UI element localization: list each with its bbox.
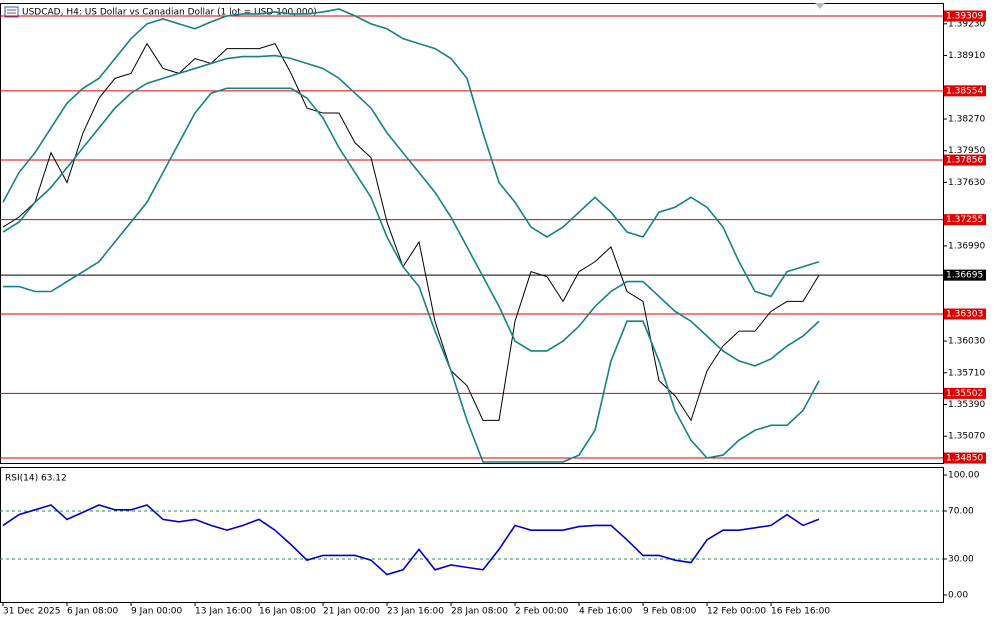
level-label: 1.38554 [946, 86, 983, 96]
level-label-box [944, 308, 986, 320]
level-label: 1.37255 [946, 215, 983, 225]
x-tick-label: 6 Jan 08:00 [67, 607, 119, 617]
x-tick-label: 16 Jan 08:00 [259, 607, 316, 617]
level-label: 1.36303 [946, 309, 983, 319]
rsi-frame [0, 467, 944, 603]
y-tick-label: 1.39230 [948, 19, 985, 29]
x-tick-label: 4 Feb 16:00 [579, 607, 633, 617]
rsi-title: RSI(14) 63.12 [5, 474, 67, 484]
plot-area [0, 504, 943, 576]
y-tick-label: 1.37950 [948, 146, 985, 156]
level-label: 1.35502 [946, 389, 983, 399]
level-label-box [944, 387, 986, 399]
x-tick-label: 9 Feb 08:00 [643, 607, 697, 617]
level-label-box [944, 154, 986, 166]
series-line [2, 42, 820, 422]
series-line [2, 504, 820, 576]
y-tick-label: 30.00 [948, 554, 974, 564]
y-tick-label: 1.37630 [948, 178, 985, 188]
x-tick-label: 21 Jan 00:00 [323, 607, 380, 617]
price-frame [0, 3, 944, 464]
level-label-box [944, 214, 986, 226]
x-tick-label: 31 Dec 2025 [3, 607, 61, 617]
y-tick-label: 1.38910 [948, 51, 985, 61]
y-tick-label: 0.00 [948, 590, 968, 600]
series-line [2, 54, 820, 367]
x-tick-label: 13 Jan 16:00 [195, 607, 252, 617]
level-label: 1.34850 [946, 454, 983, 464]
level-label: 1.37856 [946, 156, 983, 166]
y-tick-label: 1.35390 [948, 400, 985, 410]
symbol-icon [4, 6, 19, 18]
x-tick-label: 2 Feb 00:00 [515, 607, 569, 617]
y-tick-label: 100.00 [948, 471, 980, 481]
x-tick-label: 28 Jan 08:00 [451, 607, 508, 617]
y-tick-label: 70.00 [948, 507, 974, 517]
y-tick-label: 1.35710 [948, 368, 985, 378]
x-tick-label: 12 Feb 00:00 [707, 607, 766, 617]
x-tick-label: 9 Jan 00:00 [131, 607, 183, 617]
current-price-label: 1.36695 [946, 271, 983, 281]
level-label-box [944, 10, 986, 22]
y-tick-label: 1.36030 [948, 337, 985, 347]
current-price-box [944, 269, 986, 281]
y-tick-label: 1.36990 [948, 241, 985, 251]
x-tick-label: 16 Feb 16:00 [771, 607, 830, 617]
level-label-box [944, 452, 986, 464]
chart-title: USDCAD, H4: US Dollar vs Canadian Dollar… [22, 8, 317, 18]
scroll-marker [815, 3, 825, 9]
level-label: 1.39309 [946, 11, 983, 21]
y-tick-label: 1.38270 [948, 114, 985, 124]
y-tick-label: 1.35070 [948, 432, 985, 442]
level-label-box [944, 85, 986, 97]
x-tick-label: 23 Jan 16:00 [387, 607, 444, 617]
series-line [3, 87, 820, 463]
plot-area [0, 8, 943, 463]
series-line [2, 8, 820, 298]
